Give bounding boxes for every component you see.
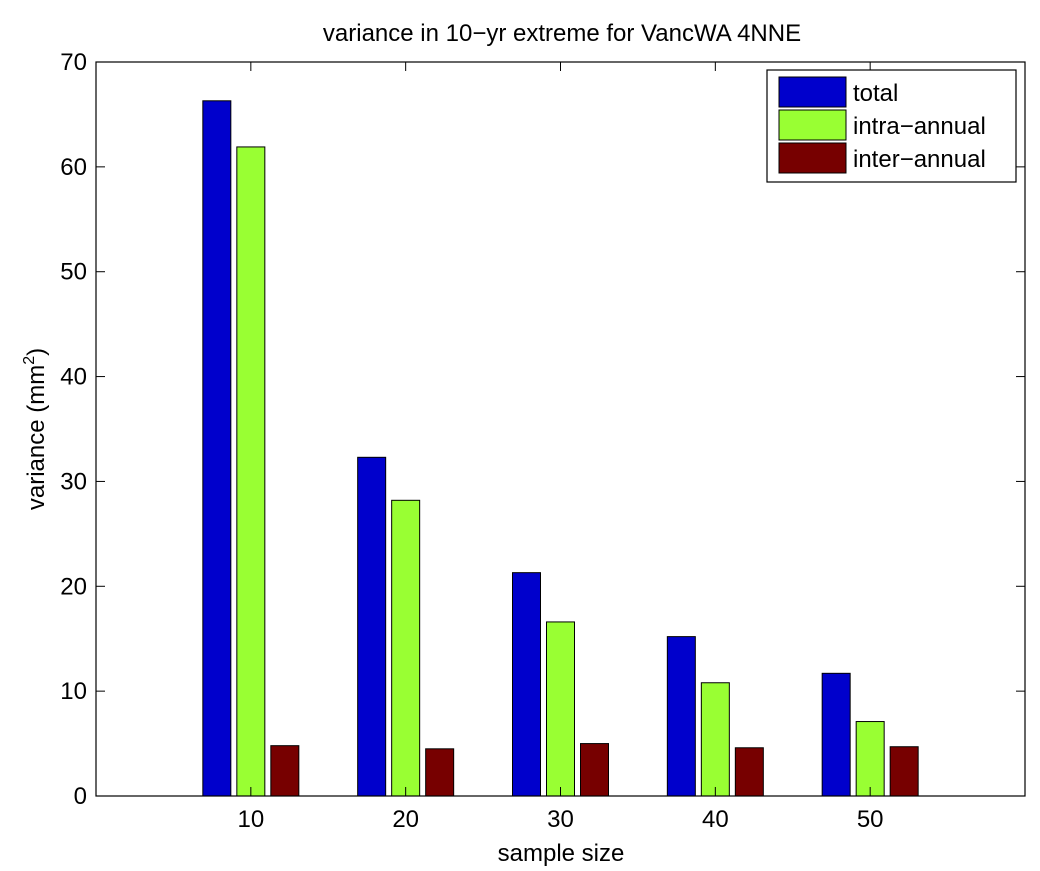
bar-1-50 xyxy=(821,672,851,797)
legend-label-2: intra−annual xyxy=(853,113,986,140)
y-tick-label-20: 20 xyxy=(60,573,87,600)
bar-1-10 xyxy=(202,100,232,797)
y-tick-label-60: 60 xyxy=(60,154,87,181)
ticks-layer: 0 10 20 30 40 50 60 70 10 20 30 40 50 xyxy=(60,49,1025,833)
bar-2-50 xyxy=(855,721,885,797)
legend: total intra−annual inter−annual xyxy=(766,69,1017,183)
x-tick-label-20: 20 xyxy=(392,806,419,833)
y-tick-label-30: 30 xyxy=(60,468,87,495)
y-tick-label-40: 40 xyxy=(60,364,87,391)
x-axis-label: sample size xyxy=(498,840,625,867)
x-tick-label-10: 10 xyxy=(237,806,264,833)
bar-1-40 xyxy=(666,636,696,797)
bar-2-20 xyxy=(391,499,421,797)
x-tick-label-30: 30 xyxy=(547,806,574,833)
bar-2-10 xyxy=(236,146,266,797)
y-axis-label-superscript: 2 xyxy=(21,356,38,365)
y-tick-label-70: 70 xyxy=(60,49,87,76)
legend-label-3: inter−annual xyxy=(853,146,986,173)
bar-2-40 xyxy=(700,682,730,797)
y-axis-label-close: ) xyxy=(23,348,50,356)
legend-swatch-3 xyxy=(778,142,847,174)
bar-3-50 xyxy=(889,746,919,797)
bar-1-20 xyxy=(357,456,387,797)
bars-layer xyxy=(202,100,919,797)
bar-3-10 xyxy=(270,745,300,797)
bar-2-30 xyxy=(546,621,575,797)
bar-1-30 xyxy=(512,572,541,797)
bar-3-20 xyxy=(425,748,455,797)
x-tick-label-50: 50 xyxy=(857,806,884,833)
legend-swatch-2 xyxy=(778,109,847,141)
y-axis-label: variance (mm2) xyxy=(21,348,50,510)
chart-title: variance in 10−yr extreme for VancWA 4NN… xyxy=(323,20,801,47)
legend-swatch-1 xyxy=(778,76,847,108)
y-tick-label-0: 0 xyxy=(74,783,87,810)
y-tick-label-50: 50 xyxy=(60,259,87,286)
x-tick-label-40: 40 xyxy=(702,806,729,833)
bar-3-30 xyxy=(580,743,609,797)
y-axis-label-main: variance (mm xyxy=(23,365,50,510)
bar-3-40 xyxy=(734,747,764,797)
y-tick-label-10: 10 xyxy=(60,678,87,705)
legend-label-1: total xyxy=(853,80,898,107)
